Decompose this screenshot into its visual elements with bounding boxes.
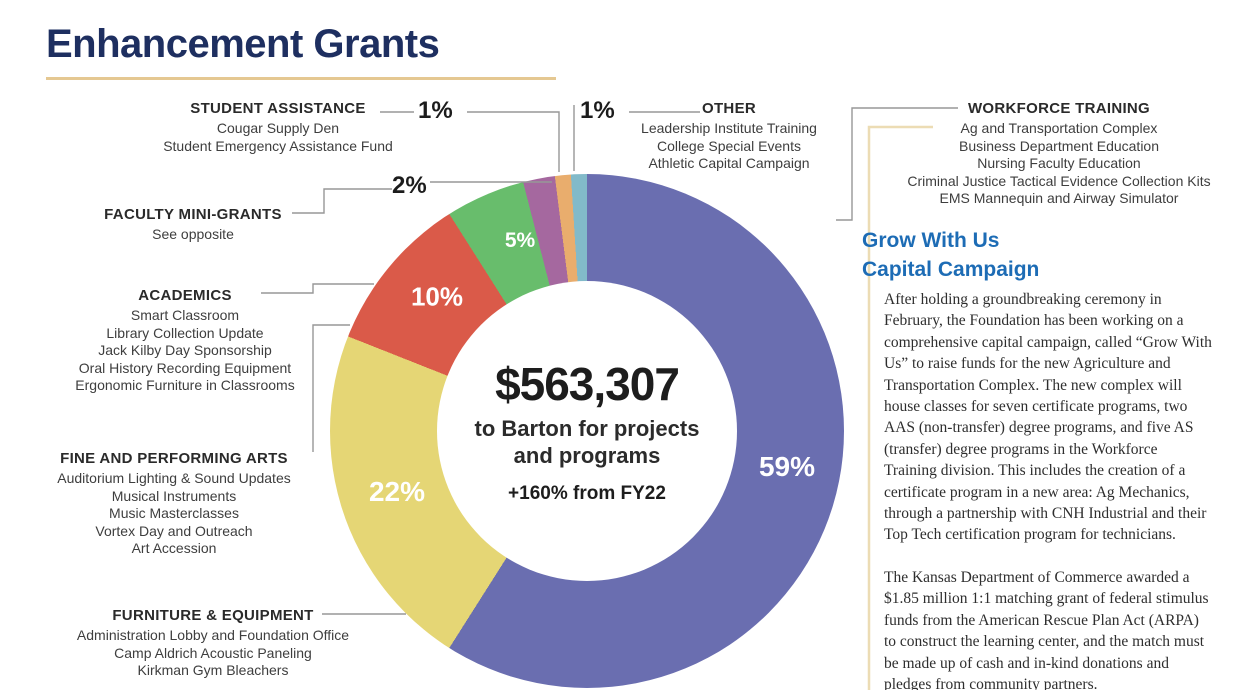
total-amount: $563,307: [495, 358, 680, 410]
list-item: Ag and Transportation Complex: [960, 120, 1158, 136]
category-items: Ag and Transportation Complex Business De…: [869, 120, 1249, 208]
slice-label-workforce: 59%: [758, 451, 816, 482]
list-item: Music Masterclasses: [109, 505, 239, 521]
category-heading: OTHER: [702, 100, 756, 117]
category-fine-and-performing-arts: FINE AND PERFORMING ARTS Auditorium Ligh…: [39, 450, 309, 558]
list-item: Vortex Day and Outreach: [95, 522, 253, 539]
list-item: Business Department Education: [959, 137, 1159, 154]
page-title: Enhancement Grants: [46, 22, 440, 66]
list-item: Leadership Institute Training: [641, 120, 817, 136]
list-item: Jack Kilby Day Sponsorship: [98, 342, 272, 358]
category-items: Smart Classroom Library Collection Update…: [60, 307, 310, 395]
donut-hole: [437, 281, 737, 581]
category-faculty-mini-grants: FACULTY MINI-GRANTS See opposite: [73, 206, 313, 244]
list-item: Criminal Justice Tactical Evidence Colle…: [907, 172, 1211, 189]
category-heading: FACULTY MINI-GRANTS: [104, 206, 282, 223]
category-academics: ACADEMICS Smart Classroom Library Collect…: [60, 287, 310, 395]
category-heading: FURNITURE & EQUIPMENT: [112, 607, 314, 624]
category-student-assistance: STUDENT ASSISTANCE Cougar Supply Den Stud…: [138, 100, 418, 155]
list-item: Art Accession: [131, 540, 217, 556]
list-item: After holding a groundbreaking ceremony …: [884, 291, 1212, 544]
category-workforce-training: WORKFORCE TRAINING Ag and Transportation…: [869, 100, 1249, 208]
category-heading: FINE AND PERFORMING ARTS: [60, 450, 288, 467]
list-item: College Special Events: [657, 137, 801, 154]
slice-label-academics: 10%: [410, 281, 464, 312]
list-item: Administration Lobby and Foundation Offi…: [76, 627, 350, 643]
list-item: Student Emergency Assistance Fund: [163, 137, 393, 154]
donut-center-text: $563,307 to Barton for projects and prog…: [457, 357, 717, 505]
grow-with-us-heading: Grow With Us Capital Campaign: [862, 226, 1039, 284]
grow-heading-line2: Capital Campaign: [862, 258, 1040, 281]
list-item: Oral History Recording Equipment: [78, 359, 292, 376]
list-item: Camp Aldrich Acoustic Paneling: [114, 644, 312, 661]
title-underline: [46, 77, 556, 80]
growth-note: +160% from FY22: [508, 483, 666, 504]
category-other: OTHER Leadership Institute Training Colle…: [626, 100, 832, 173]
total-caption: to Barton for projects and programs: [474, 416, 700, 468]
category-items: Leadership Institute Training College Spe…: [626, 120, 832, 173]
category-heading: STUDENT ASSISTANCE: [190, 100, 366, 117]
grow-heading-line1: Grow With Us: [862, 229, 1000, 252]
category-items: Administration Lobby and Foundation Offi…: [53, 627, 373, 680]
category-heading: ACADEMICS: [138, 287, 232, 304]
slice-label-furniture: 22%: [368, 476, 426, 507]
callout-pct-faculty-mini-grants: 2%: [392, 172, 427, 199]
category-items: Auditorium Lighting & Sound Updates Music…: [39, 470, 309, 558]
list-item: Kirkman Gym Bleachers: [137, 662, 289, 678]
category-furniture-equipment: FURNITURE & EQUIPMENT Administration Lob…: [53, 607, 373, 680]
list-item: Ergonomic Furniture in Classrooms: [75, 377, 295, 393]
list-item: Athletic Capital Campaign: [648, 155, 810, 171]
list-item: Nursing Faculty Education: [977, 155, 1141, 171]
category-items: Cougar Supply Den Student Emergency Assis…: [138, 120, 418, 155]
category-heading: WORKFORCE TRAINING: [967, 100, 1151, 117]
list-item: Auditorium Lighting & Sound Updates: [57, 470, 291, 486]
callout-pct-other: 1%: [580, 97, 615, 124]
list-item: EMS Mannequin and Airway Simulator: [939, 190, 1179, 206]
list-item: Smart Classroom: [130, 307, 240, 323]
list-item: Musical Instruments: [111, 487, 237, 504]
donut-chart: 59% 22% 10% 5% $563,307 to Barton for pr…: [330, 174, 844, 688]
list-item: See opposite: [152, 226, 234, 242]
list-item: The Kansas Department of Commerce awarde…: [884, 568, 1209, 690]
grow-with-us-body: After holding a groundbreaking ceremony …: [884, 289, 1212, 690]
list-item: Library Collection Update: [106, 324, 264, 341]
slice-label-fine-arts: 5%: [504, 229, 536, 252]
list-item: Cougar Supply Den: [216, 120, 340, 136]
category-items: See opposite: [73, 226, 313, 244]
callout-pct-student-assistance: 1%: [418, 97, 453, 124]
